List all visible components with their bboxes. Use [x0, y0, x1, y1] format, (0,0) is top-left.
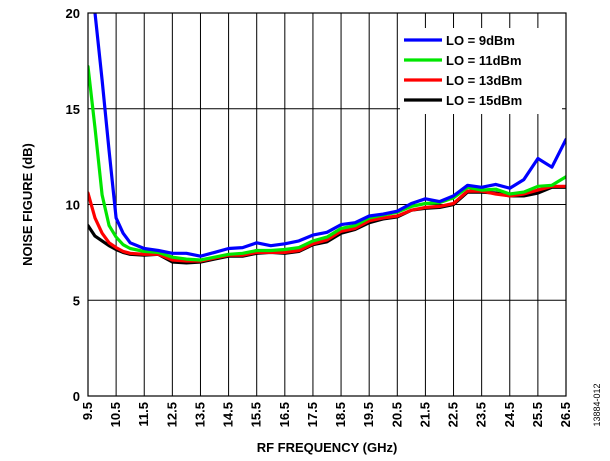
series-lines: [88, 13, 566, 265]
legend: LO = 9dBm LO = 11dBm LO = 13dBm LO = 15dBm: [400, 28, 562, 114]
x-tick-label: 14.5: [221, 402, 236, 427]
x-tick-label: 22.5: [446, 402, 461, 427]
x-tick-label: 19.5: [361, 402, 376, 427]
y-tick-labels: 0 5 10 15 20: [66, 6, 80, 404]
x-tick-label: 25.5: [530, 402, 545, 427]
x-tick-labels: 9.5 10.5 11.5 12.5 13.5 14.5 15.5 16.5 17.5 18.5 1…: [80, 402, 573, 427]
x-tick-label: 18.5: [333, 402, 348, 427]
y-tick-label: 10: [66, 198, 80, 213]
legend-label-2: LO = 13dBm: [446, 73, 522, 88]
series-line-1: [88, 65, 566, 262]
y-tick-label: 20: [66, 6, 80, 21]
x-tick-label: 15.5: [249, 402, 264, 427]
x-tick-label: 16.5: [277, 402, 292, 427]
x-axis-title: RF FREQUENCY (GHz): [257, 440, 398, 455]
y-tick-label: 0: [73, 389, 80, 404]
x-tick-label: 10.5: [108, 402, 123, 427]
figure-id: 13884-012: [592, 383, 602, 426]
legend-label-0: LO = 9dBm: [446, 33, 515, 48]
legend-label-1: LO = 11dBm: [446, 53, 522, 68]
x-tick-label: 13.5: [192, 402, 207, 427]
y-tick-label: 15: [66, 102, 80, 117]
x-tick-label: 20.5: [389, 402, 404, 427]
x-tick-label: 11.5: [136, 402, 151, 427]
x-tick-label: 12.5: [164, 402, 179, 427]
x-tick-label: 21.5: [417, 402, 432, 427]
y-axis-title: NOISE FIGURE (dB): [20, 143, 35, 266]
y-tick-label: 5: [73, 293, 80, 308]
x-tick-label: 24.5: [502, 402, 517, 427]
x-tick-label: 26.5: [558, 402, 573, 427]
plot-frame: [87, 12, 567, 397]
legend-label-3: LO = 15dBm: [446, 93, 522, 108]
x-tick-label: 23.5: [474, 402, 489, 427]
series-line-0: [93, 13, 566, 258]
x-tick-label: 9.5: [80, 402, 95, 420]
x-tick-label: 17.5: [305, 402, 320, 427]
